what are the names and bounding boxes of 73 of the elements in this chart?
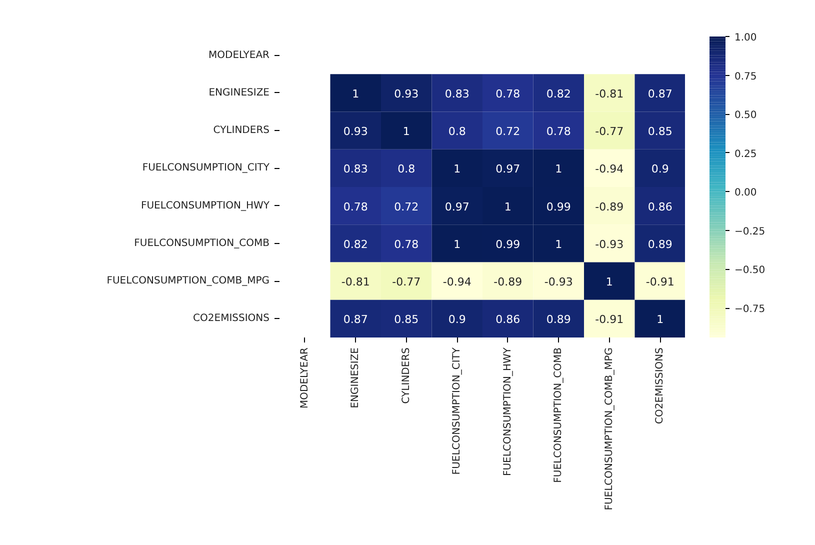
x-tick-label: FUELCONSUMPTION_COMB bbox=[553, 347, 564, 483]
data-label: 1 bbox=[504, 200, 512, 214]
data-label: 0.86 bbox=[496, 313, 520, 326]
color-bar-label: 1.00 bbox=[734, 32, 757, 44]
data-label: 0.82 bbox=[546, 87, 571, 100]
x-tick-label: ENGINESIZE bbox=[350, 347, 362, 408]
data-label: 0.93 bbox=[394, 87, 419, 100]
color-bar-label: 0.00 bbox=[734, 188, 757, 199]
data-label: 0.97 bbox=[444, 200, 470, 214]
y-tick-label: CYLINDERS bbox=[213, 125, 270, 136]
data-label: -0.77 bbox=[392, 276, 421, 289]
data-label: 0.8 bbox=[398, 162, 416, 176]
data-label: -0.94 bbox=[595, 162, 624, 176]
data-label: 0.86 bbox=[648, 200, 672, 214]
data-label: 0.78 bbox=[546, 125, 571, 138]
data-label: 1 bbox=[656, 313, 664, 326]
data-label: 1 bbox=[352, 87, 360, 100]
data-label: -0.91 bbox=[646, 276, 674, 289]
y-tick-label: FUELCONSUMPTION_CITY bbox=[142, 162, 270, 174]
data-label: 0.83 bbox=[444, 87, 470, 100]
data-label: 1 bbox=[454, 162, 461, 176]
y-tick-label: ENGINESIZE bbox=[208, 87, 270, 98]
x-tick-label: CYLINDERS bbox=[400, 347, 412, 404]
data-label: -0.77 bbox=[595, 125, 624, 138]
data-label: 1 bbox=[454, 238, 461, 251]
y-tick-label: FUELCONSUMPTION_COMB bbox=[134, 238, 270, 249]
color-bar-label: −0.50 bbox=[734, 265, 766, 276]
data-label: 0.72 bbox=[394, 200, 419, 214]
data-label: 0.8 bbox=[448, 125, 466, 138]
x-tick-label: FUELCONSUMPTION_COMB_MPG bbox=[604, 347, 615, 510]
data-label: 0.99 bbox=[496, 238, 520, 251]
data-label: -0.91 bbox=[595, 313, 624, 326]
data-label: 0.9 bbox=[448, 313, 466, 326]
data-label: 0.99 bbox=[546, 200, 571, 214]
x-tick-label: MODELYEAR bbox=[299, 347, 310, 408]
data-label: -0.81 bbox=[595, 87, 624, 100]
x-tick-label: CO2EMISSIONS bbox=[654, 347, 666, 424]
color-bar-label: 0.75 bbox=[734, 71, 757, 82]
data-label: 1 bbox=[402, 125, 410, 138]
data-label: 0.97 bbox=[496, 162, 520, 176]
data-label: 1 bbox=[555, 162, 562, 176]
data-label: 0.9 bbox=[651, 162, 669, 176]
color-bar-label: −0.75 bbox=[734, 304, 766, 316]
data-label: 0.87 bbox=[343, 313, 368, 326]
data-label: 0.89 bbox=[648, 238, 672, 251]
data-label: -0.94 bbox=[442, 276, 472, 289]
y-tick-label: FUELCONSUMPTION_COMB_MPG bbox=[106, 276, 270, 287]
data-label: -0.89 bbox=[494, 276, 522, 289]
data-label: 0.72 bbox=[496, 125, 520, 138]
data-label: 0.78 bbox=[394, 238, 419, 251]
y-tick-label: FUELCONSUMPTION_HWY bbox=[140, 200, 270, 212]
x-tick-label: FUELCONSUMPTION_CITY bbox=[452, 346, 463, 475]
x-tick-label: FUELCONSUMPTION_HWY bbox=[502, 346, 514, 476]
data-label: -0.93 bbox=[595, 238, 624, 251]
data-label: -0.81 bbox=[341, 276, 370, 289]
data-label: -0.93 bbox=[544, 276, 573, 289]
data-label: 0.93 bbox=[343, 125, 368, 138]
data-label: 1 bbox=[606, 276, 613, 289]
data-label: 0.85 bbox=[394, 313, 419, 326]
data-label: 1 bbox=[555, 238, 562, 251]
color-bar-label: 0.25 bbox=[734, 148, 757, 160]
data-label: -0.89 bbox=[595, 200, 624, 214]
data-label: 0.78 bbox=[343, 200, 368, 214]
y-tick-label: MODELYEAR bbox=[208, 50, 270, 61]
color-bar-label: −0.25 bbox=[734, 226, 766, 238]
data-label: 0.89 bbox=[546, 313, 571, 326]
data-label: 0.83 bbox=[343, 162, 368, 176]
color-bar-label: 0.50 bbox=[734, 110, 757, 122]
data-label: 0.78 bbox=[496, 87, 520, 100]
data-label: 0.87 bbox=[648, 87, 672, 100]
data-label: 0.82 bbox=[343, 238, 368, 251]
y-tick-label: CO2EMISSIONS bbox=[193, 313, 270, 324]
data-label: 0.85 bbox=[648, 125, 672, 138]
